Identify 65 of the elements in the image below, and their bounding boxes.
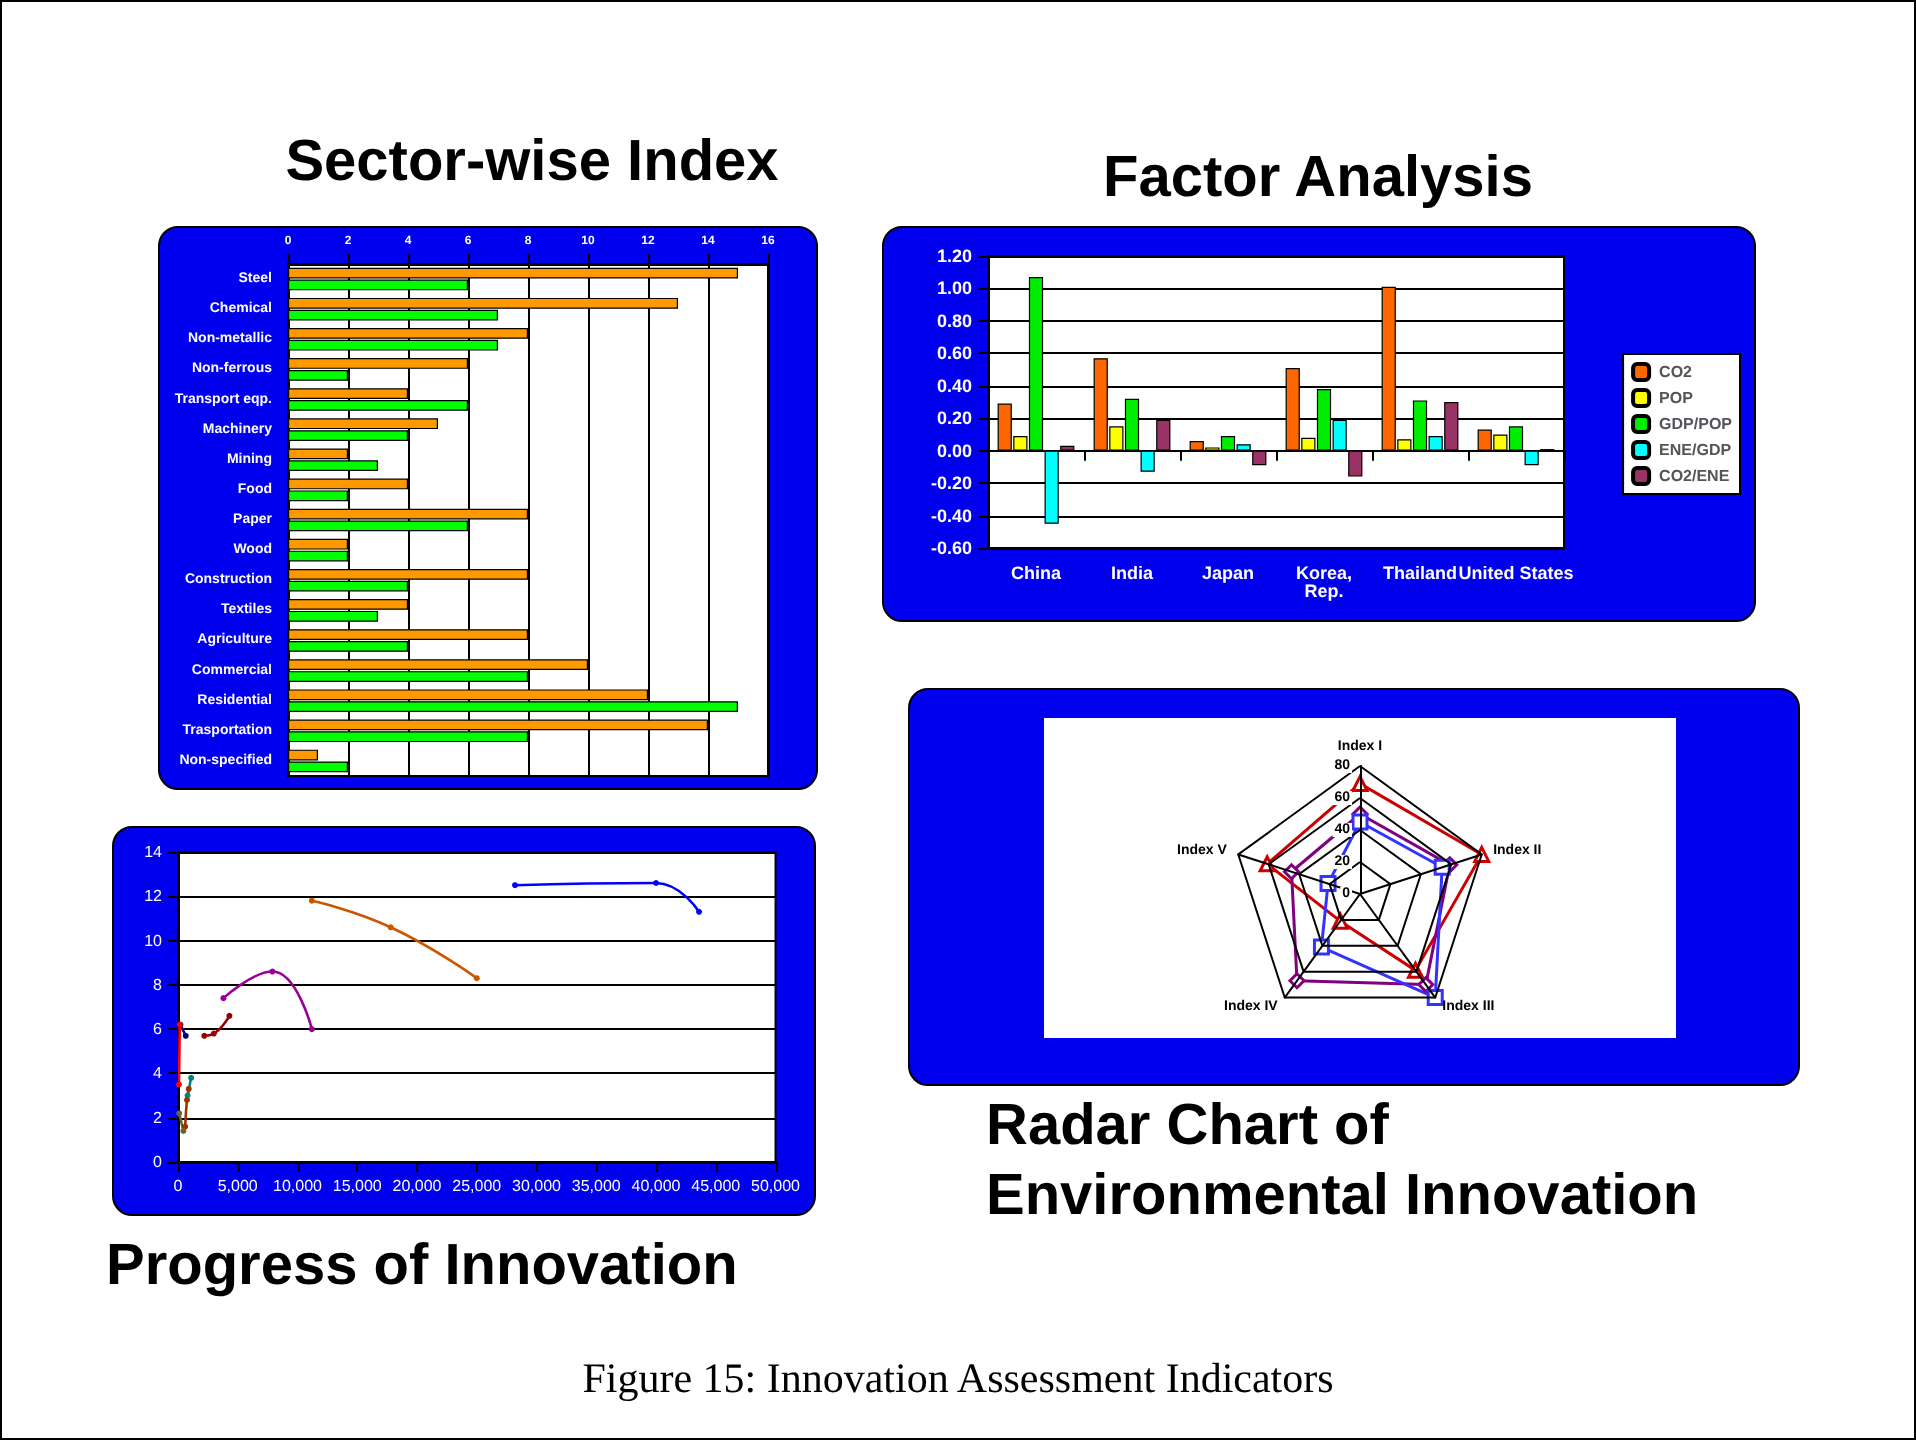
y-tick-label: 0 (153, 1153, 164, 1171)
text: Radar Chart of Environmental Innovation (986, 1092, 1701, 1232)
y-tick-label: 0.40 (936, 375, 972, 396)
x-tick-label: 45,000 (691, 1177, 742, 1195)
point (182, 1032, 189, 1039)
y-tick-label: 0.80 (936, 310, 972, 331)
point (308, 897, 315, 904)
y-tick-label: 8 (153, 975, 164, 994)
point (201, 1032, 208, 1039)
point (210, 1030, 217, 1037)
point (220, 995, 227, 1002)
x-tick-label: 30,000 (512, 1177, 563, 1195)
legend-label: ENE/GDP (1659, 441, 1733, 459)
x-tick-label: 20,000 (392, 1177, 443, 1195)
x-tick-label: 50,000 (751, 1177, 802, 1195)
legend-label: GDP/POP (1659, 415, 1734, 433)
x-tick-label: 10,000 (273, 1177, 324, 1195)
text: Progress of Innovation (106, 1232, 738, 1302)
point (185, 1085, 192, 1092)
point (269, 968, 276, 975)
y-tick-label: 6 (153, 1020, 164, 1039)
bar (1140, 450, 1155, 472)
bar (1348, 450, 1363, 477)
legend-label: CO2 (1659, 363, 1694, 381)
legend-label: POP (1659, 389, 1695, 407)
y-tick-label: 10 (144, 931, 164, 950)
point (188, 1074, 195, 1081)
y-tick-label: 4 (153, 1064, 164, 1083)
y-tick-label: 1.00 (936, 278, 972, 299)
point (387, 924, 394, 931)
y-tick-label: 12 (144, 887, 164, 906)
point (226, 1012, 233, 1019)
caption: Figure 15: Innovation Assessment Indicators (580, 1354, 1336, 1404)
x-tick-label: 35,000 (571, 1177, 622, 1195)
point (308, 1026, 315, 1033)
y-tick-label: 1.20 (936, 246, 972, 266)
y-tick-label: -0.20 (930, 473, 972, 494)
y-tick-label: -0.40 (930, 505, 972, 526)
bar (1524, 450, 1539, 466)
x-tick-label: 25,000 (452, 1177, 503, 1195)
x-tick-label: Japan (1201, 563, 1255, 583)
x-tick-label: Thailand (1382, 563, 1458, 583)
x-tick-label: United States (1458, 563, 1574, 583)
x-tick-label: Korea, Rep. (1295, 563, 1353, 601)
point (176, 1110, 183, 1117)
y-tick-label: 14 (144, 843, 164, 861)
point (175, 1081, 182, 1088)
x-tick-label: China (1010, 563, 1063, 583)
x-tick-label: 40,000 (631, 1177, 682, 1195)
point (473, 975, 480, 982)
point (696, 908, 703, 915)
x-tick-label: 5,000 (217, 1177, 259, 1195)
chart-title: Factor Analysis (1101, 144, 1535, 214)
y-tick-label: 0.60 (936, 343, 972, 364)
x-tick-label: India (1110, 563, 1155, 583)
y-tick-label: 0.00 (936, 440, 972, 461)
chart-title: Sector-wise Index (283, 128, 781, 198)
legend-label: CO2/ENE (1659, 467, 1731, 485)
y-tick-label: 2 (153, 1108, 164, 1127)
point (180, 1128, 187, 1134)
y-tick-label: -0.60 (930, 538, 972, 558)
x-tick-label: 15,000 (332, 1177, 383, 1195)
point (512, 882, 519, 889)
bar (1252, 450, 1267, 466)
y-tick-label: 0.20 (936, 408, 972, 429)
